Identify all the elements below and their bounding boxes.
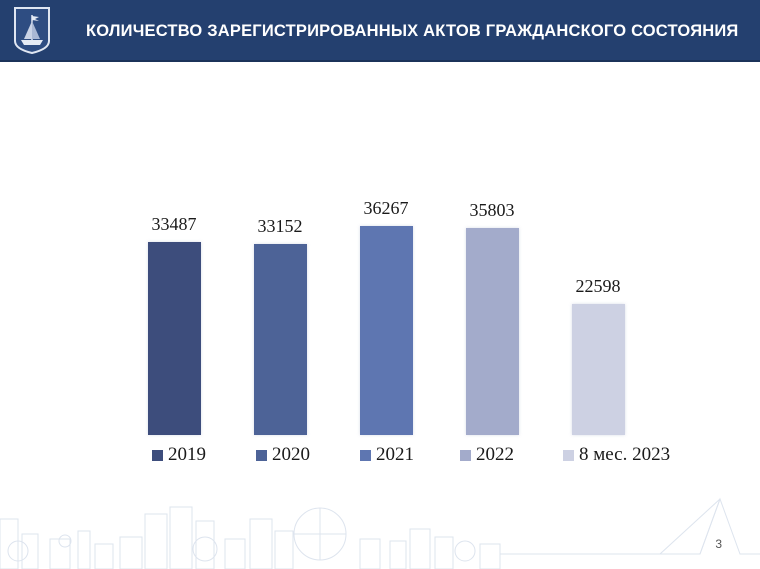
legend-swatch-icon (460, 449, 471, 461)
page-title: КОЛИЧЕСТВО ЗАРЕГИСТРИРОВАННЫХ АКТОВ ГРАЖ… (86, 22, 739, 40)
page-number: 3 (715, 537, 722, 551)
legend-swatch-icon (563, 449, 574, 461)
legend-label: 2022 (476, 444, 514, 465)
legend-label: 2020 (272, 444, 310, 465)
bar-0 (148, 242, 201, 435)
legend-swatch-icon (152, 449, 163, 461)
bar-2 (360, 226, 413, 435)
data-label: 35803 (469, 200, 515, 220)
bar-chart: 33487 33152 36267 35803 22598 (0, 62, 760, 482)
legend-item: 8 мес. 2023 (563, 443, 670, 467)
legend-label: 2021 (376, 444, 414, 465)
bar-3 (466, 228, 519, 435)
bar-4 (572, 304, 625, 435)
data-label: 22598 (575, 276, 621, 296)
legend-item: 2022 (460, 443, 514, 467)
legend-swatch-icon (256, 449, 267, 461)
legend-label: 8 мес. 2023 (579, 444, 671, 465)
legend-label: 2019 (168, 444, 206, 465)
bar-1 (254, 244, 307, 435)
legend-swatch-icon (360, 449, 371, 461)
coat-of-arms-ship-icon (14, 7, 50, 55)
data-label: 33152 (257, 216, 303, 236)
data-label: 36267 (363, 198, 409, 218)
city-skyline-decoration (0, 497, 760, 569)
legend-item: 2021 (360, 443, 414, 467)
legend-item: 2020 (256, 443, 310, 467)
chart-legend: 2019 2020 2021 2022 8 мес. 2023 (0, 443, 760, 467)
slide-header: КОЛИЧЕСТВО ЗАРЕГИСТРИРОВАННЫХ АКТОВ ГРАЖ… (0, 0, 760, 62)
data-label: 33487 (151, 214, 197, 234)
legend-item: 2019 (152, 443, 206, 467)
